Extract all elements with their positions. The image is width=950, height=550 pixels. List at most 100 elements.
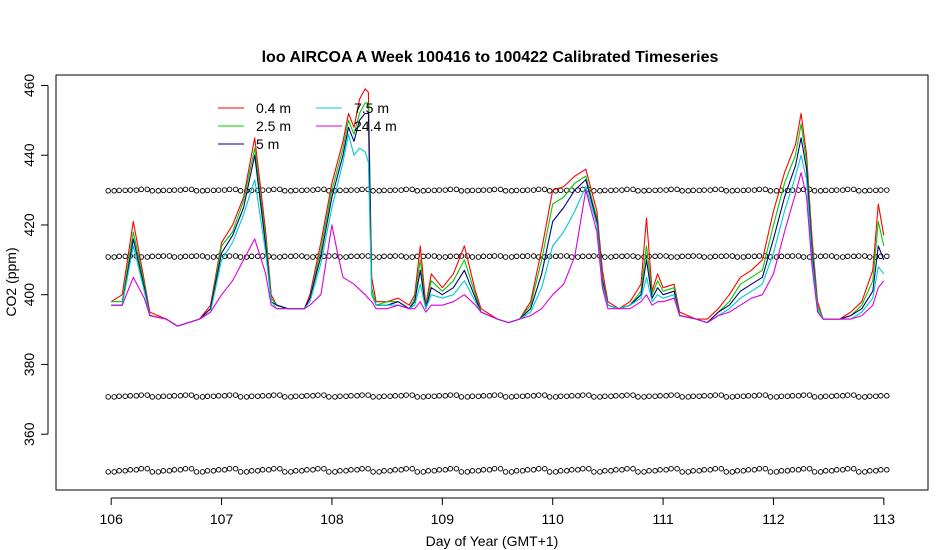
reference-point [469,254,476,260]
reference-point [259,393,266,399]
reference-point [652,393,658,399]
reference-point [729,469,736,475]
legend-label: 24.4 m [354,118,397,134]
reference-point [232,392,239,398]
reference-point [304,467,310,473]
reference-point [657,253,663,259]
reference-point [409,392,415,398]
reference-point [784,468,791,474]
reference-point [734,254,741,260]
reference-point [282,394,288,400]
reference-point [221,393,228,399]
reference-point [602,187,608,194]
reference-point [166,393,173,399]
x-axis-label: Day of Year (GMT+1) [426,533,559,549]
reference-point [199,469,206,475]
y-tick-label: 360 [21,422,37,446]
reference-point [580,253,586,260]
reference-point [193,253,200,259]
reference-point [420,188,427,194]
reference-point [398,187,404,193]
x-tick-label: 108 [320,511,344,527]
reference-point [597,188,603,194]
reference-point [409,186,415,193]
reference-point [519,187,526,194]
reference-point [535,186,542,193]
reference-point [557,187,564,194]
reference-point [310,467,316,473]
reference-point [839,393,846,399]
reference-point [723,394,730,400]
x-tick-label: 112 [762,511,785,527]
reference-point [508,394,515,400]
reference-point [431,253,438,259]
reference-point [867,187,873,194]
reference-point [751,393,758,399]
reference-point [315,392,321,398]
reference-point [878,187,884,193]
reference-point [580,392,586,398]
reference-point [343,187,349,194]
reference-point [299,393,305,399]
reference-point [497,253,504,259]
reference-point [674,465,680,472]
reference-point [795,467,802,473]
reference-point [784,253,791,260]
reference-point [778,468,785,474]
reference-point [833,187,840,193]
reference-point [806,465,813,472]
reference-point [530,187,537,193]
reference-point [122,253,128,260]
reference-point [332,253,338,259]
reference-point [873,187,879,194]
reference-point [332,394,338,400]
reference-point [288,253,294,260]
reference-point [392,187,398,193]
reference-point [392,253,398,259]
reference-point [624,186,630,193]
reference-point [822,393,829,399]
reference-point [591,253,597,259]
reference-point [398,393,404,399]
reference-point [155,188,162,194]
reference-point [409,465,415,472]
x-tick-label: 106 [100,511,124,527]
reference-point [436,187,443,193]
reference-point [480,253,487,260]
reference-point [337,393,343,399]
reference-point [884,253,890,260]
reference-point [608,468,614,474]
reference-point [850,392,857,398]
reference-point [182,186,189,193]
reference-point [403,186,409,193]
reference-point [442,187,449,193]
reference-point [171,254,178,260]
reference-point [348,393,354,399]
reference-point [133,467,140,473]
reference-point [734,187,741,194]
reference-point [177,393,184,399]
reference-point [844,186,851,193]
reference-point [232,465,239,472]
reference-point [359,186,365,193]
reference-points-layer [105,186,890,475]
reference-point [624,392,630,398]
reference-point [674,392,680,398]
reference-point [304,254,310,260]
reference-point [767,188,774,194]
reference-point [414,394,421,400]
x-axis: 106 107 108 109 110 111 112 113 [100,497,895,527]
reference-point [464,188,471,194]
reference-point [425,187,432,194]
reference-point [674,186,680,193]
reference-point [442,393,449,399]
reference-point [668,392,674,398]
reference-point [105,394,111,400]
reference-point [657,187,663,193]
reference-point [530,467,537,473]
reference-point [707,467,713,473]
reference-point [608,254,614,260]
reference-point [160,187,167,194]
reference-point [293,468,299,474]
reference-point [867,468,873,474]
